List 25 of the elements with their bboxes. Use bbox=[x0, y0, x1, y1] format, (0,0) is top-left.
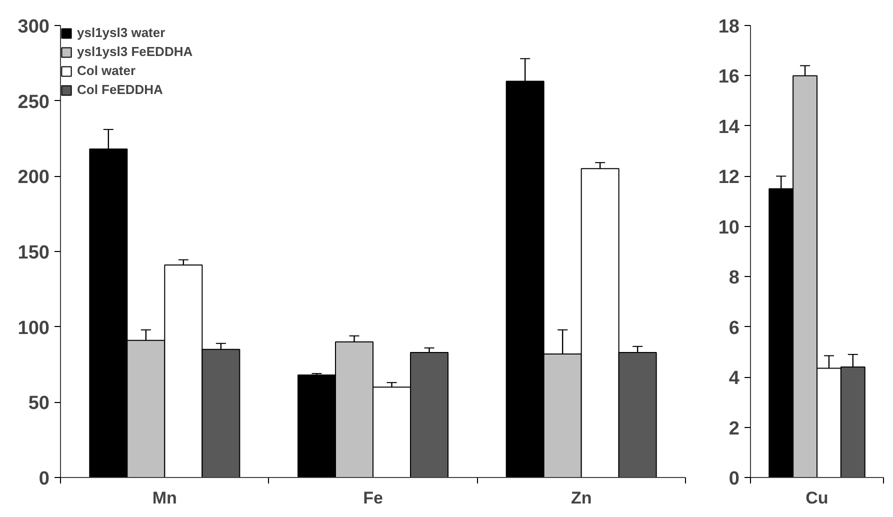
x-tick-label: Mn bbox=[152, 488, 177, 508]
x-tick-label: Cu bbox=[806, 488, 828, 508]
y-tick-label: 100 bbox=[18, 318, 50, 339]
y-tick-label: 200 bbox=[18, 167, 50, 188]
legend-label: ysl1ysl3 water bbox=[77, 25, 166, 40]
y-tick-label: 14 bbox=[718, 116, 740, 138]
y-tick-label: 150 bbox=[18, 242, 50, 264]
y-tick-label: 2 bbox=[728, 418, 740, 440]
legend-label: ysl1ysl3 FeEDDHA bbox=[77, 44, 193, 59]
y-tick-label: 0 bbox=[38, 468, 50, 490]
y-tick-label: 6 bbox=[728, 318, 740, 339]
y-tick-label: 250 bbox=[18, 92, 50, 113]
y-tick-label: 12 bbox=[718, 167, 740, 188]
x-tick-label: Fe bbox=[363, 488, 383, 508]
y-tick-label: 16 bbox=[718, 66, 740, 88]
y-tick-label: 10 bbox=[718, 217, 740, 238]
y-tick-label: 4 bbox=[728, 368, 740, 390]
y-tick-label: 50 bbox=[28, 393, 50, 414]
y-tick-label: 18 bbox=[718, 16, 740, 38]
x-tick-label: Zn bbox=[570, 488, 592, 508]
y-tick-label: 8 bbox=[728, 268, 740, 289]
legend-label: Col water bbox=[77, 63, 136, 78]
y-tick-label: 300 bbox=[18, 16, 50, 38]
legend-label: Col FeEDDHA bbox=[77, 82, 163, 97]
y-tick-label: 0 bbox=[728, 468, 740, 490]
